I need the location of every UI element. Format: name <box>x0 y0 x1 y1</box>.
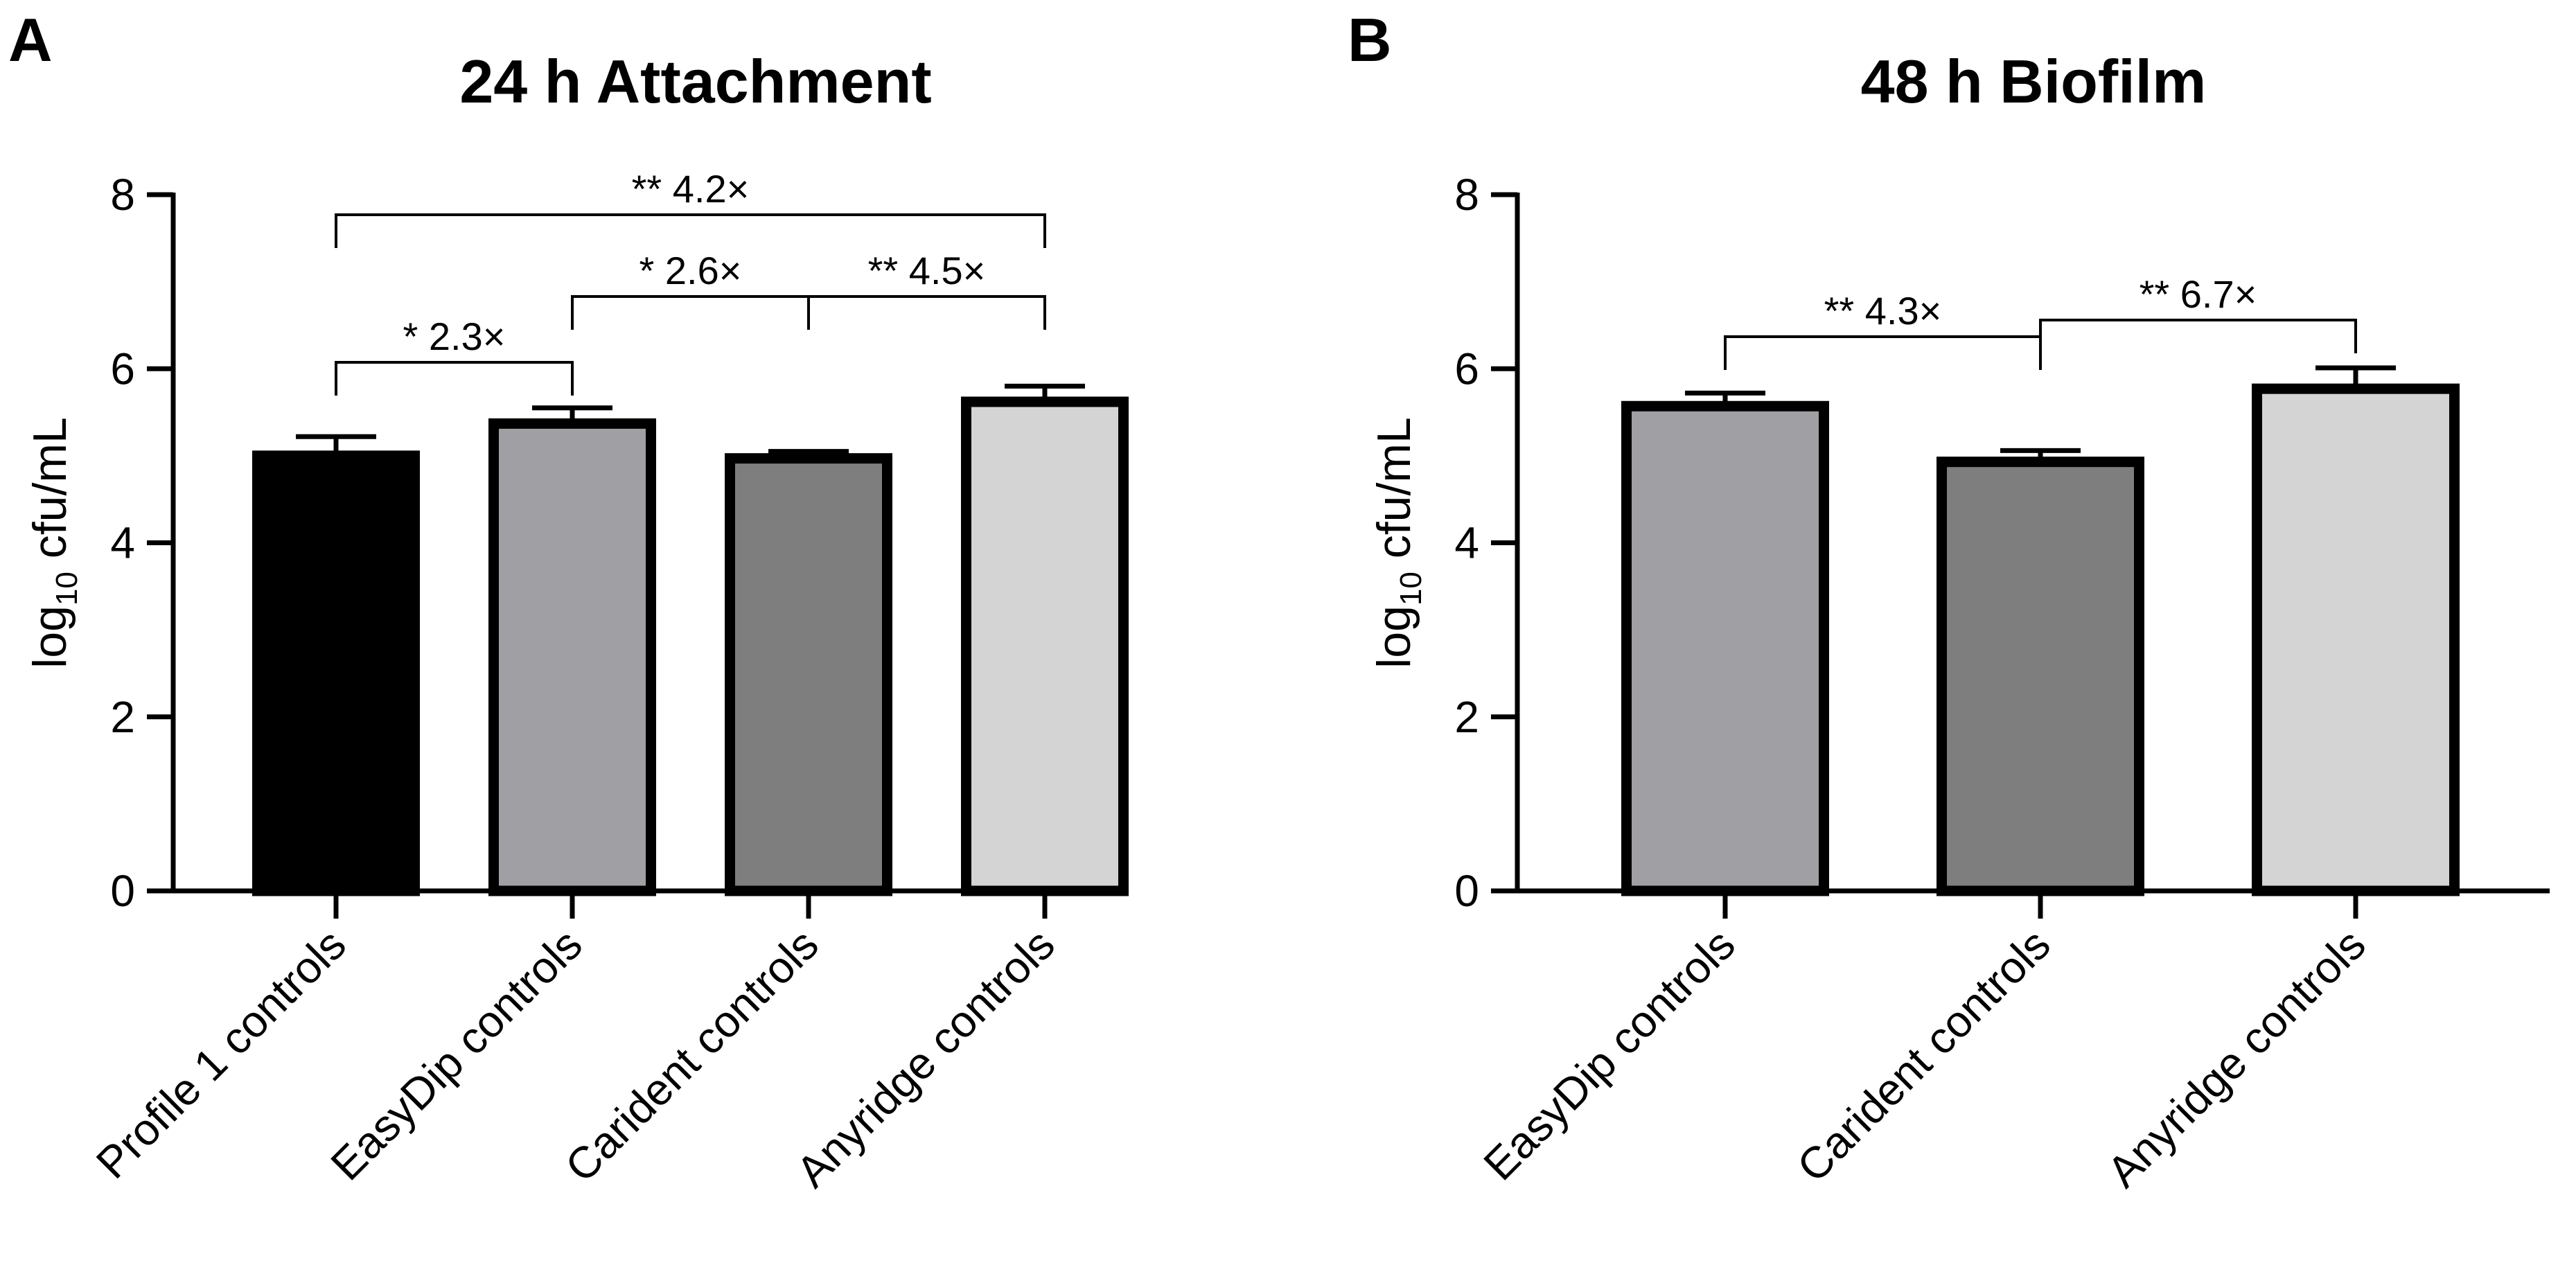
significance-bracket <box>1724 335 2042 370</box>
bar <box>961 396 1129 896</box>
bar <box>1621 400 1829 896</box>
significance-label: * 2.3× <box>403 315 506 358</box>
y-tick-label: 6 <box>110 344 135 393</box>
x-category-label: EasyDip controls <box>321 919 591 1189</box>
panel-letter: B <box>1348 6 1392 74</box>
significance-label: ** 6.7× <box>2140 272 2257 316</box>
chart-panel-a: A 24 h Attachment 0 2 4 6 8 Profile 1 controlsE… <box>8 6 1129 1197</box>
y-axis-label-main: log <box>1368 605 1420 669</box>
bar <box>725 453 892 896</box>
significance-bracket <box>335 361 574 396</box>
bar <box>1937 457 2144 896</box>
chart-title: 48 h Biofilm <box>1861 47 2207 116</box>
y-tick-label: 2 <box>110 692 135 742</box>
significance-bracket <box>807 295 1046 330</box>
y-tick-label: 0 <box>1454 866 1479 916</box>
significance-bracket <box>2039 319 2357 353</box>
y-axis-label-unit: cfu/mL <box>24 417 76 572</box>
panel-letter: A <box>8 6 53 74</box>
significance-label: ** 4.5× <box>868 249 986 292</box>
significance-label: ** 4.2× <box>632 167 750 211</box>
x-category-label: EasyDip controls <box>1474 919 1744 1189</box>
chart-panel-b: B 48 h Biofilm 0 2 4 6 8 EasyDip controls Caride… <box>1348 6 2550 1197</box>
significance-label: ** 4.3× <box>1824 289 1942 333</box>
significance-bracket <box>335 213 1046 248</box>
bar <box>488 418 656 896</box>
x-category-label: Profile 1 controls <box>87 919 355 1188</box>
significance-label: * 2.6× <box>639 249 742 292</box>
y-tick-label: 0 <box>110 866 135 916</box>
bar <box>252 450 420 896</box>
x-category-label: Carident controls <box>556 919 828 1192</box>
bar <box>2252 383 2460 896</box>
y-tick-label: 2 <box>1454 692 1479 742</box>
y-axis-label: log10 cfu/mL <box>1368 417 1428 669</box>
x-category-label: Anyridge controls <box>786 919 1064 1197</box>
x-category-label: Anyridge controls <box>2097 919 2375 1197</box>
x-category-label: Carident controls <box>1788 919 2060 1192</box>
chart-title: 24 h Attachment <box>459 47 931 116</box>
y-axis-label-subscript: 10 <box>1394 572 1428 605</box>
y-axis-label: log10 cfu/mL <box>24 417 84 669</box>
y-tick-label: 4 <box>110 518 135 568</box>
y-axis-label-subscript: 10 <box>50 572 84 605</box>
y-tick-label: 6 <box>1454 344 1479 393</box>
y-tick-label: 4 <box>1454 518 1479 568</box>
y-tick-label: 8 <box>1454 170 1479 220</box>
significance-bracket <box>571 295 810 330</box>
y-tick-label: 8 <box>110 170 135 220</box>
y-axis-label-unit: cfu/mL <box>1368 417 1420 572</box>
y-axis-label-main: log <box>24 605 76 669</box>
